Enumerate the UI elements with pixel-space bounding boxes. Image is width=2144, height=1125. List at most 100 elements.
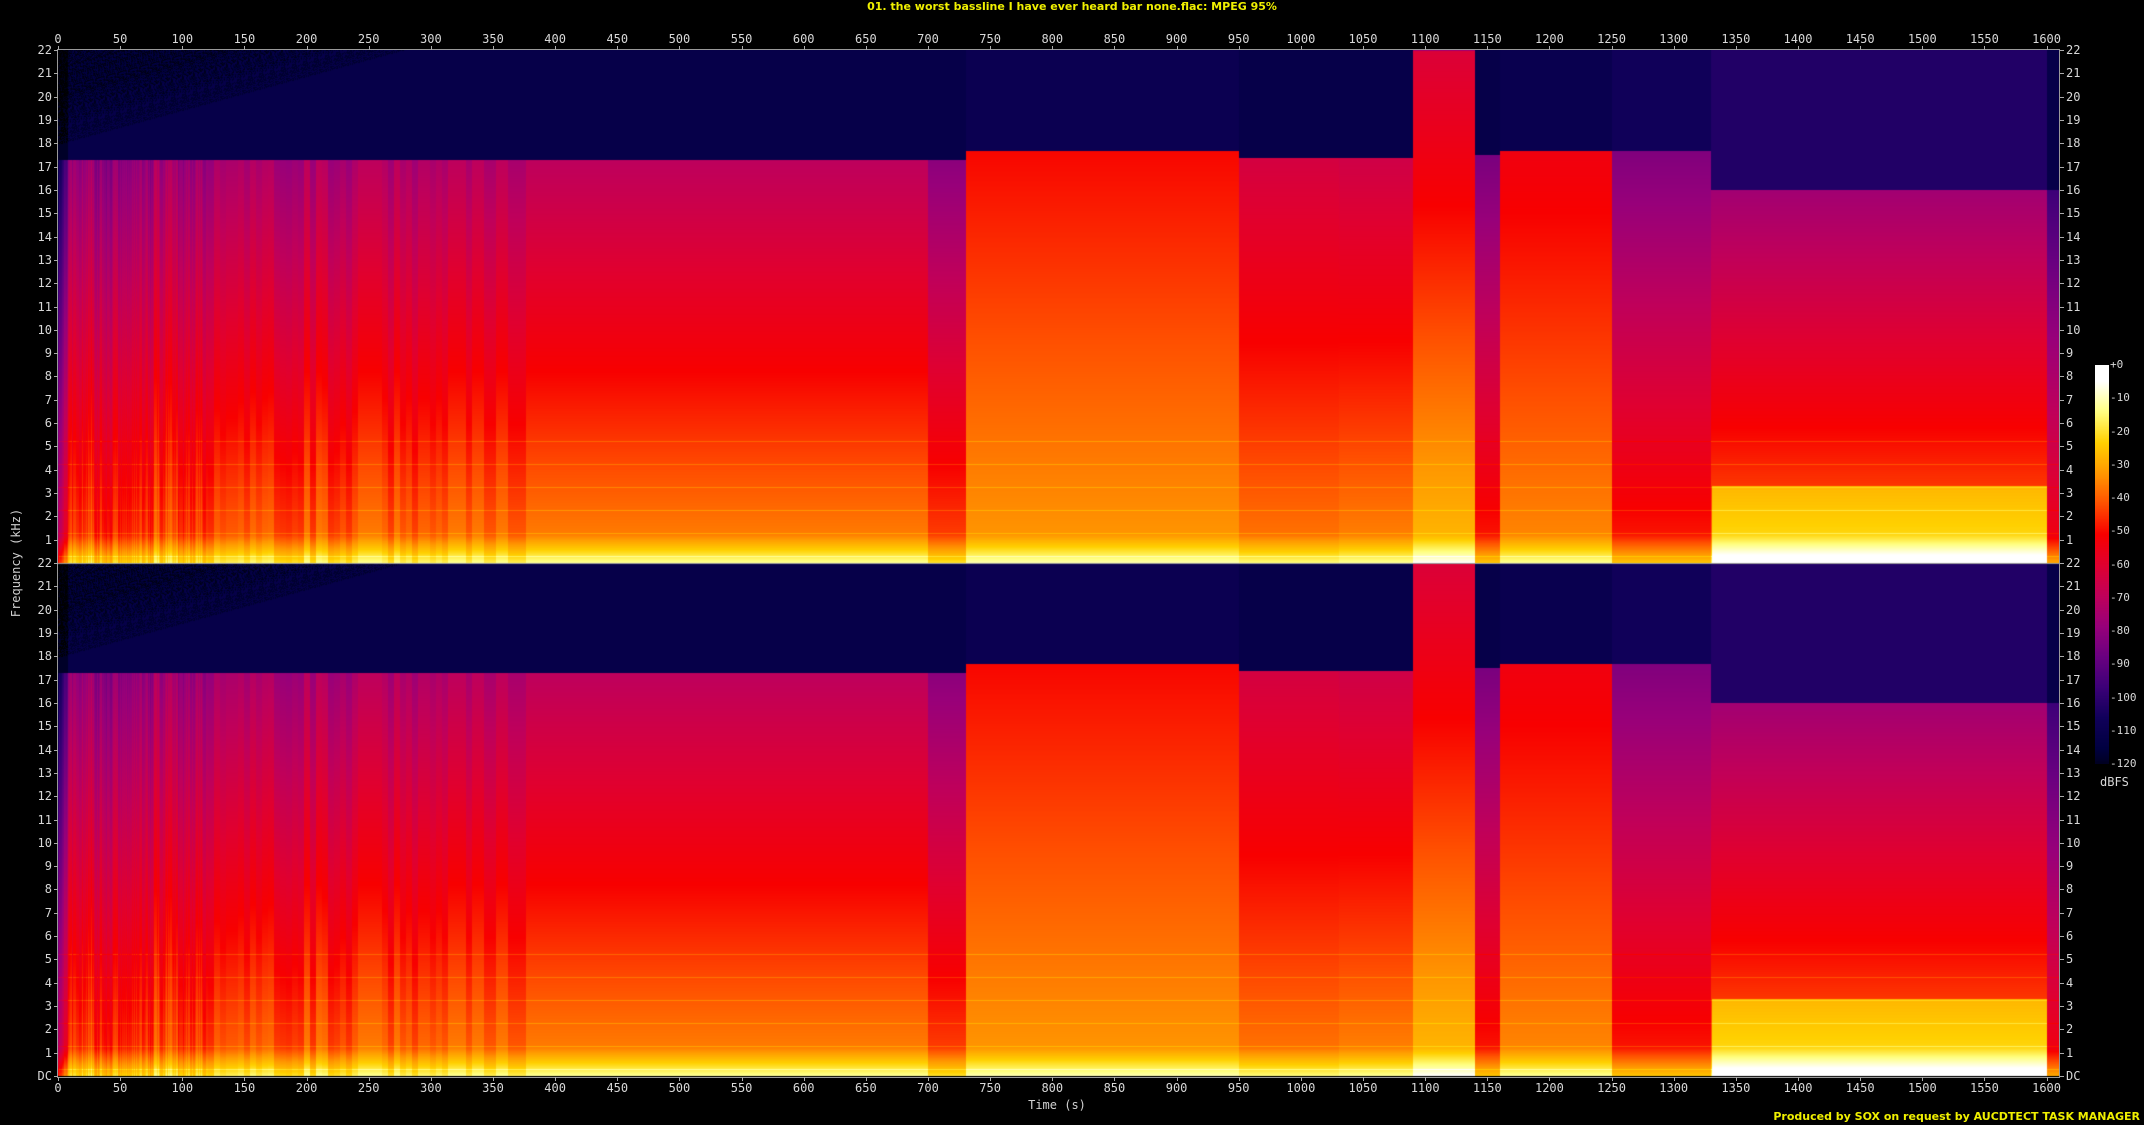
x-tick-top — [430, 46, 432, 50]
x-tick-bottom — [1984, 1077, 1986, 1081]
x-tick-label-bottom: 1450 — [1845, 1081, 1875, 1095]
y-tick-left — [54, 213, 58, 215]
y-tick-label-left: 10 — [37, 322, 52, 337]
x-tick-bottom — [2046, 1077, 2048, 1081]
x-tick-label-top: 1150 — [1472, 32, 1502, 46]
y-tick-label-left: 6 — [44, 929, 52, 944]
x-tick-top — [182, 46, 184, 50]
y-tick-right — [2060, 329, 2064, 331]
x-axis-label: Time (s) — [1028, 1098, 1086, 1112]
y-tick-left — [54, 1076, 58, 1077]
x-tick-label-top: 1500 — [1907, 32, 1937, 46]
x-tick-top — [493, 46, 494, 50]
y-tick-label-right: 22 — [2066, 43, 2081, 57]
y-tick-right — [2060, 259, 2064, 261]
x-tick-label-bottom: 1050 — [1348, 1081, 1378, 1095]
y-tick-right — [2060, 889, 2064, 891]
y-tick-label-right: 12 — [2066, 276, 2081, 291]
y-tick-right — [2060, 236, 2064, 238]
x-tick-bottom — [990, 1077, 992, 1081]
y-tick-label-right: 21 — [2066, 66, 2081, 81]
y-tick-left — [54, 866, 58, 868]
y-tick-label-left: DC — [37, 1069, 52, 1083]
colorbar-tick-label: -10 — [2110, 391, 2130, 405]
y-tick-label-left: 16 — [37, 182, 52, 197]
chart-title: 01. the worst bassline I have ever heard… — [867, 0, 1277, 13]
x-tick-label-bottom: 550 — [730, 1081, 753, 1095]
y-tick-label-left: 21 — [37, 66, 52, 81]
x-tick-top — [617, 46, 619, 50]
y-tick-label-right: 7 — [2066, 392, 2074, 407]
x-tick-label-bottom: 1350 — [1721, 1081, 1751, 1095]
y-tick-label-right: 7 — [2066, 905, 2074, 920]
y-tick-label-left: 5 — [44, 952, 52, 967]
y-tick-right — [2060, 749, 2064, 751]
y-tick-label-right: 2 — [2066, 1022, 2074, 1037]
x-tick-top — [741, 46, 743, 50]
y-tick-right — [2060, 656, 2064, 658]
y-tick-label-right: 6 — [2066, 416, 2074, 431]
y-tick-left — [54, 166, 58, 168]
x-tick-label-top: 150 — [233, 32, 256, 46]
y-tick-left — [54, 469, 58, 471]
x-tick-label-top: 600 — [792, 32, 815, 46]
y-tick-label-right: 4 — [2066, 975, 2074, 990]
y-tick-right — [2060, 632, 2064, 634]
y-tick-label-right: 10 — [2066, 835, 2081, 850]
y-tick-label-left: 10 — [37, 835, 52, 850]
y-tick-label-right: 8 — [2066, 882, 2074, 897]
y-tick-right — [2060, 609, 2064, 611]
y-tick-label-left: 22 — [37, 556, 52, 570]
y-tick-left — [54, 96, 58, 98]
y-tick-label-left: 8 — [44, 369, 52, 384]
y-tick-label-right: 15 — [2066, 206, 2081, 221]
y-tick-right — [2060, 73, 2064, 75]
y-tick-right — [2060, 119, 2064, 121]
y-tick-left — [54, 936, 58, 938]
y-axis-label: Frequency (kHz) — [9, 508, 23, 618]
x-tick-label-bottom: 50 — [112, 1081, 128, 1095]
y-tick-right — [2060, 842, 2064, 844]
y-tick-label-right: 19 — [2066, 112, 2081, 127]
x-tick-label-top: 50 — [112, 32, 128, 46]
colorbar-tick-label: -30 — [2110, 457, 2130, 471]
y-tick-left — [54, 259, 58, 261]
x-tick-top — [803, 46, 805, 50]
y-tick-right — [2060, 143, 2064, 145]
x-tick-top — [928, 46, 929, 50]
y-tick-label-left: 16 — [37, 695, 52, 710]
x-tick-top — [1363, 46, 1364, 50]
x-tick-label-top: 1100 — [1410, 32, 1440, 46]
x-tick-top — [1114, 46, 1116, 50]
x-tick-label-top: 1350 — [1721, 32, 1751, 46]
y-tick-left — [54, 656, 58, 658]
x-tick-bottom — [1611, 1077, 1613, 1081]
y-tick-label-right: 22 — [2066, 556, 2081, 570]
y-tick-label-right: 21 — [2066, 579, 2081, 594]
y-tick-right — [2060, 726, 2064, 728]
x-tick-bottom — [1363, 1077, 1364, 1081]
y-tick-right — [2060, 376, 2064, 378]
x-tick-bottom — [865, 1077, 867, 1081]
y-tick-label-left: 4 — [44, 462, 52, 477]
y-tick-left — [54, 73, 58, 75]
y-tick-label-left: 21 — [37, 579, 52, 594]
y-tick-right — [2060, 936, 2064, 938]
y-tick-label-left: 14 — [37, 742, 52, 757]
y-tick-right — [2060, 306, 2064, 308]
x-tick-bottom — [1860, 1077, 1862, 1081]
y-tick-label-right: 20 — [2066, 602, 2081, 617]
x-tick-label-bottom: 700 — [917, 1081, 939, 1095]
y-tick-left — [54, 609, 58, 611]
y-tick-right — [2060, 1076, 2064, 1077]
x-tick-top — [1238, 46, 1240, 50]
x-tick-label-top: 100 — [171, 32, 194, 46]
x-tick-top — [1860, 46, 1862, 50]
colorbar — [2095, 365, 2109, 764]
y-tick-label-right: 9 — [2066, 859, 2074, 874]
y-tick-right — [2060, 283, 2064, 285]
y-tick-left — [54, 889, 58, 891]
x-tick-bottom — [306, 1077, 308, 1081]
y-tick-right — [2060, 702, 2064, 704]
y-tick-label-left: 2 — [44, 1022, 52, 1037]
